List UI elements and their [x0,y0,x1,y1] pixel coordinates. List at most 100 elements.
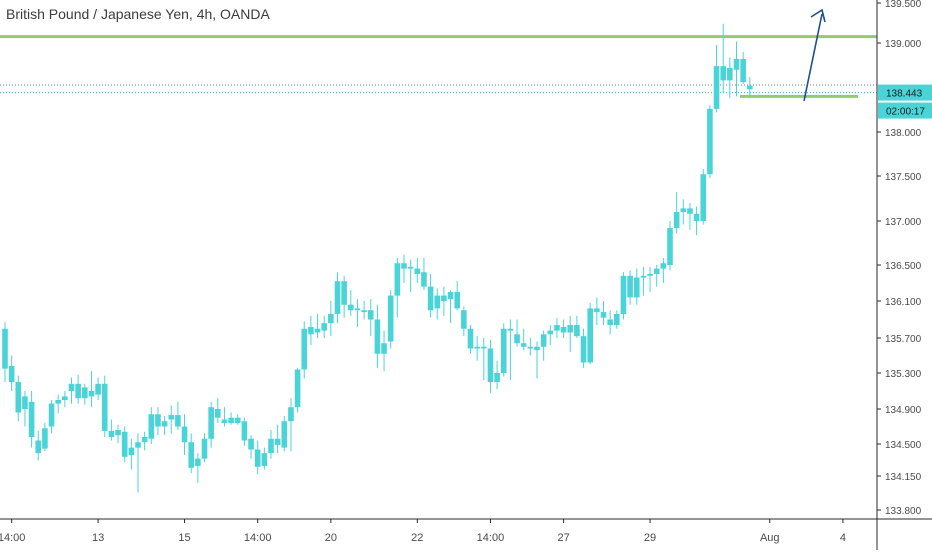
candle-body[interactable] [274,438,281,445]
candle-body[interactable] [614,313,620,326]
candle-body[interactable] [707,108,713,175]
candle-body[interactable] [520,343,527,347]
candle-body[interactable] [288,407,294,422]
candle-body[interactable] [88,391,95,397]
candle-body[interactable] [121,431,128,457]
candle-body[interactable] [195,458,201,466]
candle-body[interactable] [647,274,653,276]
candle-body[interactable] [308,326,314,335]
candle-body[interactable] [700,174,707,221]
candle-body[interactable] [713,66,720,109]
candle-body[interactable] [268,438,274,454]
candle-body[interactable] [175,415,181,427]
candle-body[interactable] [627,275,633,298]
candle-body[interactable] [720,66,726,81]
candle-body[interactable] [567,325,574,333]
candle-body[interactable] [540,334,547,347]
candle-body[interactable] [594,308,600,313]
candle-body[interactable] [348,304,354,311]
candle-body[interactable] [474,346,480,349]
candle-body[interactable] [747,85,753,90]
candle-body[interactable] [427,286,434,311]
candle-body[interactable] [387,295,394,342]
candle-body[interactable] [228,417,234,423]
candle-body[interactable] [660,263,667,269]
candle-body[interactable] [600,312,607,318]
candle-body[interactable] [155,414,161,427]
candle-body[interactable] [128,447,135,455]
candle-body[interactable] [560,326,567,333]
candle-body[interactable] [447,292,454,300]
candle-body[interactable] [574,325,580,337]
candle-body[interactable] [221,419,228,424]
candle-body[interactable] [234,417,241,423]
candle-body[interactable] [680,208,687,212]
candle-body[interactable] [733,59,740,70]
candle-body[interactable] [248,438,254,450]
candle-body[interactable] [374,319,381,354]
candle-body[interactable] [328,313,334,324]
candle-body[interactable] [394,263,401,296]
candle-body[interactable] [95,383,101,395]
candle-body[interactable] [294,369,301,408]
candle-body[interactable] [673,212,680,229]
candle-body[interactable] [367,310,374,320]
candle-body[interactable] [181,426,188,443]
candle-body[interactable] [441,295,447,301]
candle-body[interactable] [407,266,414,269]
candle-body[interactable] [401,263,407,269]
candle-body[interactable] [148,414,155,439]
candle-body[interactable] [640,275,647,278]
candle-body[interactable] [507,328,514,331]
candle-body[interactable] [587,308,593,363]
candle-body[interactable] [82,387,88,399]
candle-body[interactable] [381,343,387,354]
candle-body[interactable] [201,438,208,459]
candle-body[interactable] [321,323,327,331]
candle-body[interactable] [75,383,81,399]
candle-body[interactable] [514,334,520,344]
candle-body[interactable] [527,346,534,349]
candle-body[interactable] [414,268,421,274]
candle-body[interactable] [55,400,61,404]
candle-body[interactable] [254,449,261,467]
candle-body[interactable] [687,208,693,214]
candle-body[interactable] [467,328,474,349]
candle-body[interactable] [101,383,108,431]
candle-body[interactable] [208,407,214,439]
candle-body[interactable] [500,328,507,373]
candle-body[interactable] [215,409,221,418]
candle-body[interactable] [8,366,15,382]
candle-body[interactable] [534,346,540,351]
candle-body[interactable] [2,328,8,369]
candle-body[interactable] [421,272,427,287]
candle-body[interactable] [281,421,288,448]
candle-body[interactable] [22,396,28,409]
candle-body[interactable] [301,328,308,370]
candle-body[interactable] [42,428,48,449]
candle-body[interactable] [241,421,248,441]
candle-body[interactable] [461,310,467,329]
candle-body[interactable] [547,330,554,335]
candle-body[interactable] [115,430,121,436]
candle-body[interactable] [161,421,168,427]
candle-body[interactable] [334,281,341,314]
candle-body[interactable] [554,325,560,331]
candle-body[interactable] [667,228,673,265]
candle-body[interactable] [135,442,141,448]
candle-body[interactable] [62,396,68,400]
candle-body[interactable] [341,281,347,305]
candle-body[interactable] [633,277,640,298]
forecast-arrow[interactable] [803,13,823,102]
candle-body[interactable] [35,440,42,454]
candle-body[interactable] [693,213,700,221]
candle-body[interactable] [108,430,115,437]
candle-body[interactable] [168,415,175,420]
candle-body[interactable] [740,59,746,83]
candle-body[interactable] [580,336,587,363]
candle-body[interactable] [314,328,321,333]
candle-body[interactable] [454,292,460,309]
candle-body[interactable] [188,442,194,468]
candle-body[interactable] [434,295,441,309]
